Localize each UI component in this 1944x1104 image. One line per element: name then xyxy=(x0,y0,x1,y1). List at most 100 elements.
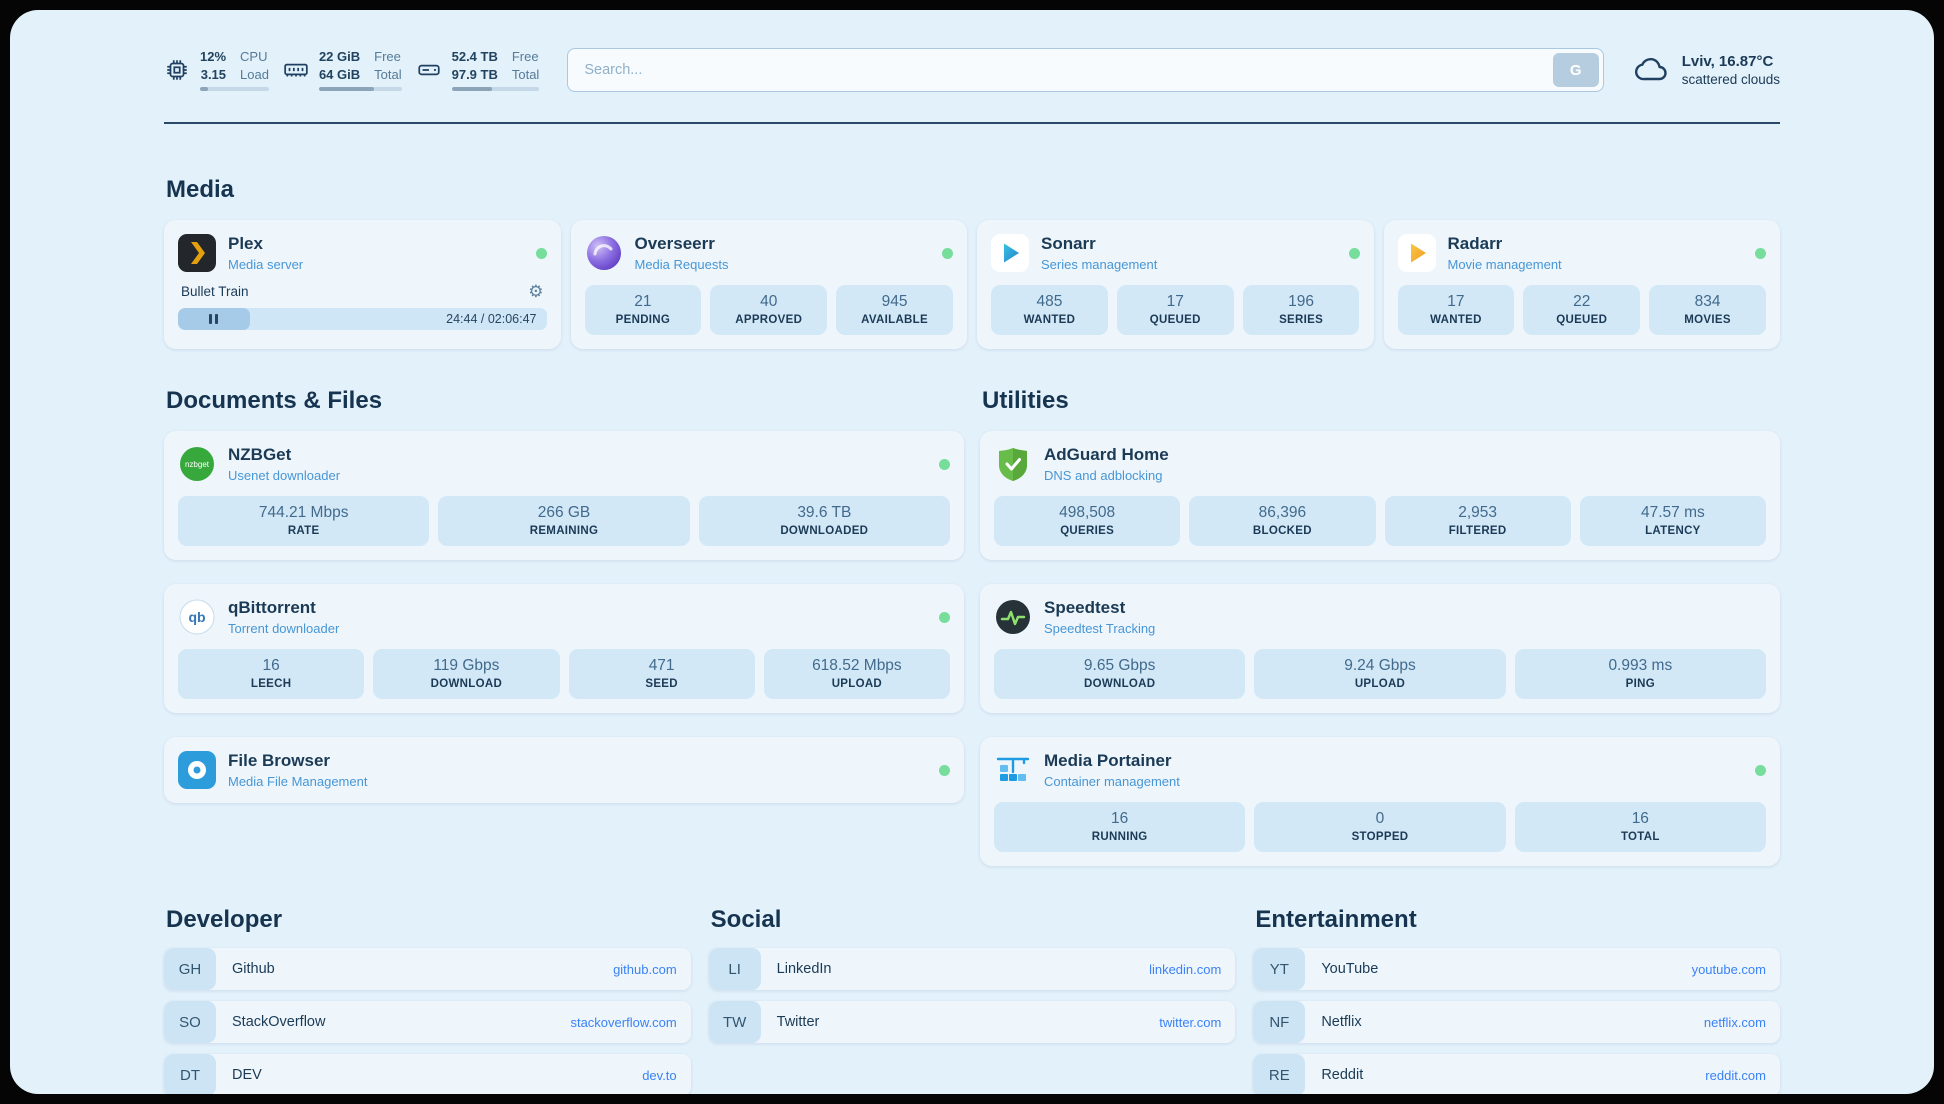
service-subtitle: Media Requests xyxy=(634,257,729,272)
stats-row: 21 PENDING 40 APPROVED 945 AVAILABLE xyxy=(584,285,954,335)
card-header: nzbget NZBGet Usenet downloader xyxy=(178,445,950,483)
stat-box: 17 QUEUED xyxy=(1116,285,1234,335)
svg-text:nzbget: nzbget xyxy=(185,460,210,469)
service-card-nzbget[interactable]: nzbget NZBGet Usenet downloader 744.21 M… xyxy=(164,431,964,560)
cpu-usage-label: CPU xyxy=(240,48,268,64)
stats-row: 17 WANTED 22 QUEUED 834 MOVIES xyxy=(1397,285,1767,335)
bookmark-stackoverflow[interactable]: SO StackOverflow stackoverflow.com xyxy=(164,1001,691,1043)
section-title-social: Social xyxy=(710,906,782,933)
bookmark-dev[interactable]: DT DEV dev.to xyxy=(164,1054,691,1094)
disk-free-label: Free xyxy=(511,48,539,64)
stat-box: 47.57 ms LATENCY xyxy=(1579,496,1766,546)
service-subtitle: Speedtest Tracking xyxy=(1044,621,1156,636)
service-card-speedtest[interactable]: Speedtest Speedtest Tracking 9.65 Gbps D… xyxy=(980,584,1780,713)
service-name: Speedtest xyxy=(1044,598,1126,617)
bookmark-name: LinkedIn xyxy=(776,961,832,977)
bookmark-url: netflix.com xyxy=(1703,1014,1766,1030)
bookmark-github[interactable]: GH Github github.com xyxy=(164,948,691,990)
service-name: Media Portainer xyxy=(1044,751,1172,770)
service-name: qBittorrent xyxy=(228,598,316,617)
stat-box: 16 TOTAL xyxy=(1514,802,1766,852)
stat-box: 0.993 ms PING xyxy=(1514,649,1766,699)
dashboard-frame: 12% CPU 3.15 Load xyxy=(10,10,1934,1094)
playback-seekbar[interactable]: 24:44 / 02:06:47 xyxy=(178,308,547,330)
section-title-entertainment: Entertainment xyxy=(1255,906,1417,933)
service-subtitle: Series management xyxy=(1041,257,1158,272)
bookmark-url: reddit.com xyxy=(1705,1067,1766,1083)
service-subtitle: Movie management xyxy=(1447,257,1562,272)
bookmark-name: Netflix xyxy=(1321,1014,1362,1030)
bookmark-name: DEV xyxy=(232,1067,262,1083)
gear-icon[interactable]: ⚙ xyxy=(528,282,544,301)
memory-progress-bar xyxy=(318,87,402,92)
playback-time: 24:44 / 02:06:47 xyxy=(446,312,537,326)
cpu-chip-icon xyxy=(164,57,190,83)
cloud-icon xyxy=(1634,52,1670,88)
section-title-media: Media xyxy=(166,176,235,203)
bookmark-twitter[interactable]: TW Twitter twitter.com xyxy=(708,1001,1236,1043)
stat-box: 16 LEECH xyxy=(178,649,365,699)
bookmark-reddit[interactable]: RE Reddit reddit.com xyxy=(1253,1054,1780,1094)
sonarr-logo-icon xyxy=(991,234,1029,272)
status-online-dot xyxy=(535,247,547,259)
card-header: Media Portainer Container management xyxy=(994,751,1766,789)
service-card-plex[interactable]: Plex Media server Bullet Train ⚙ 24:44 /… xyxy=(164,220,561,349)
stats-row: 744.21 Mbps RATE 266 GB REMAINING 39.6 T… xyxy=(178,496,950,546)
stats-row: 16 LEECH 119 Gbps DOWNLOAD 471 SEED xyxy=(178,649,950,699)
bookmark-name: StackOverflow xyxy=(232,1014,326,1030)
disk-total-value: 97.9 TB xyxy=(451,66,498,82)
overseerr-logo-icon xyxy=(585,234,623,272)
status-online-dot xyxy=(939,764,950,776)
stat-box: 86,396 BLOCKED xyxy=(1189,496,1376,546)
pause-icon[interactable] xyxy=(209,314,219,324)
section-title-developer: Developer xyxy=(166,906,283,933)
search-engine-button[interactable]: G xyxy=(1552,53,1599,87)
filebrowser-logo-icon xyxy=(178,751,216,789)
disk-progress-fill xyxy=(451,87,492,92)
bookmark-youtube[interactable]: YT YouTube youtube.com xyxy=(1253,948,1780,990)
memory-widget: 22 GiB Free 64 GiB Total xyxy=(283,49,402,92)
stat-box: 485 WANTED xyxy=(991,285,1108,335)
card-header: Speedtest Speedtest Tracking xyxy=(994,598,1766,636)
bookmark-abbr: LI xyxy=(708,948,761,990)
bookmark-name: Twitter xyxy=(776,1014,820,1030)
service-name: NZBGet xyxy=(228,445,292,464)
disk-free-value: 52.4 TB xyxy=(451,48,498,64)
card-header: Sonarr Series management xyxy=(991,234,1360,272)
nzbget-logo-icon: nzbget xyxy=(178,445,216,483)
bookmark-netflix[interactable]: NF Netflix netflix.com xyxy=(1253,1001,1780,1043)
status-online-dot xyxy=(1755,764,1766,776)
service-card-radarr[interactable]: Radarr Movie management 17 WANTED 22 QUE… xyxy=(1383,220,1780,349)
bookmark-url: linkedin.com xyxy=(1149,961,1222,977)
ram-icon xyxy=(283,57,309,83)
disk-progress-bar xyxy=(451,87,540,92)
stat-box: 16 RUNNING xyxy=(994,802,1246,852)
memory-progress-fill xyxy=(318,87,374,92)
memory-free-value: 22 GiB xyxy=(318,48,361,64)
stat-box: 834 MOVIES xyxy=(1649,285,1766,335)
service-card-qbittorrent[interactable]: qb qBittorrent Torrent downloader 16 xyxy=(164,584,964,713)
disk-total-label: Total xyxy=(511,66,540,82)
status-online-dot xyxy=(939,458,950,470)
search-input[interactable] xyxy=(567,48,1604,92)
card-header: Radarr Movie management xyxy=(1397,234,1766,272)
stat-box: 945 AVAILABLE xyxy=(836,285,953,335)
service-subtitle: Torrent downloader xyxy=(228,621,340,636)
cpu-progress-bar xyxy=(200,87,269,92)
service-name: AdGuard Home xyxy=(1044,445,1169,464)
qbittorrent-logo-icon: qb xyxy=(178,598,216,636)
service-card-sonarr[interactable]: Sonarr Series management 485 WANTED 17 Q… xyxy=(977,220,1374,349)
stat-box: 0 STOPPED xyxy=(1254,802,1506,852)
stat-box: 744.21 Mbps RATE xyxy=(178,496,430,546)
bookmark-abbr: YT xyxy=(1253,948,1306,990)
stat-box: 22 QUEUED xyxy=(1523,285,1641,335)
service-card-portainer[interactable]: Media Portainer Container management 16 … xyxy=(980,737,1780,866)
service-card-filebrowser[interactable]: File Browser Media File Management xyxy=(164,737,964,803)
radarr-logo-icon xyxy=(1397,234,1436,272)
search-bar: G xyxy=(567,48,1604,92)
service-name: Sonarr xyxy=(1041,234,1096,253)
speedtest-logo-icon xyxy=(994,598,1032,636)
service-card-adguard[interactable]: AdGuard Home DNS and adblocking 498,508 … xyxy=(980,431,1780,560)
service-card-overseerr[interactable]: Overseerr Media Requests 21 PENDING 40 A… xyxy=(570,220,967,349)
bookmark-linkedin[interactable]: LI LinkedIn linkedin.com xyxy=(708,948,1236,990)
